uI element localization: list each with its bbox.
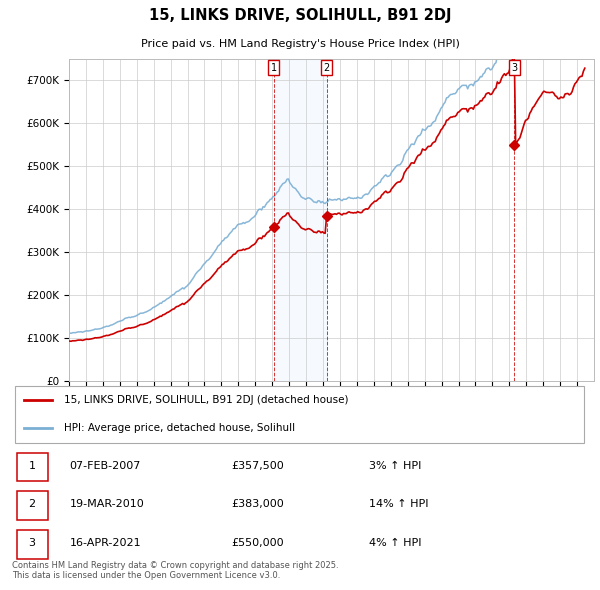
Text: 2: 2 xyxy=(29,500,36,509)
Text: £357,500: £357,500 xyxy=(231,461,284,470)
Text: 14% ↑ HPI: 14% ↑ HPI xyxy=(369,500,428,509)
Text: 16-APR-2021: 16-APR-2021 xyxy=(70,539,141,548)
Text: Price paid vs. HM Land Registry's House Price Index (HPI): Price paid vs. HM Land Registry's House … xyxy=(140,39,460,49)
Text: HPI: Average price, detached house, Solihull: HPI: Average price, detached house, Soli… xyxy=(64,423,295,433)
Bar xyxy=(274,59,326,381)
Text: 15, LINKS DRIVE, SOLIHULL, B91 2DJ: 15, LINKS DRIVE, SOLIHULL, B91 2DJ xyxy=(149,8,451,24)
Text: 3% ↑ HPI: 3% ↑ HPI xyxy=(369,461,421,470)
Text: Contains HM Land Registry data © Crown copyright and database right 2025.
This d: Contains HM Land Registry data © Crown c… xyxy=(12,560,338,580)
Text: £383,000: £383,000 xyxy=(231,500,284,509)
FancyBboxPatch shape xyxy=(17,453,48,481)
Text: 3: 3 xyxy=(29,539,35,548)
FancyBboxPatch shape xyxy=(17,491,48,520)
Text: 4% ↑ HPI: 4% ↑ HPI xyxy=(369,539,422,548)
Text: £550,000: £550,000 xyxy=(231,539,284,548)
Text: 2: 2 xyxy=(323,63,329,73)
FancyBboxPatch shape xyxy=(17,530,48,559)
Text: 07-FEB-2007: 07-FEB-2007 xyxy=(70,461,141,470)
Text: 15, LINKS DRIVE, SOLIHULL, B91 2DJ (detached house): 15, LINKS DRIVE, SOLIHULL, B91 2DJ (deta… xyxy=(64,395,349,405)
FancyBboxPatch shape xyxy=(15,386,584,443)
Text: 3: 3 xyxy=(511,63,517,73)
Text: 1: 1 xyxy=(271,63,277,73)
Text: 19-MAR-2010: 19-MAR-2010 xyxy=(70,500,145,509)
Text: 1: 1 xyxy=(29,461,35,470)
